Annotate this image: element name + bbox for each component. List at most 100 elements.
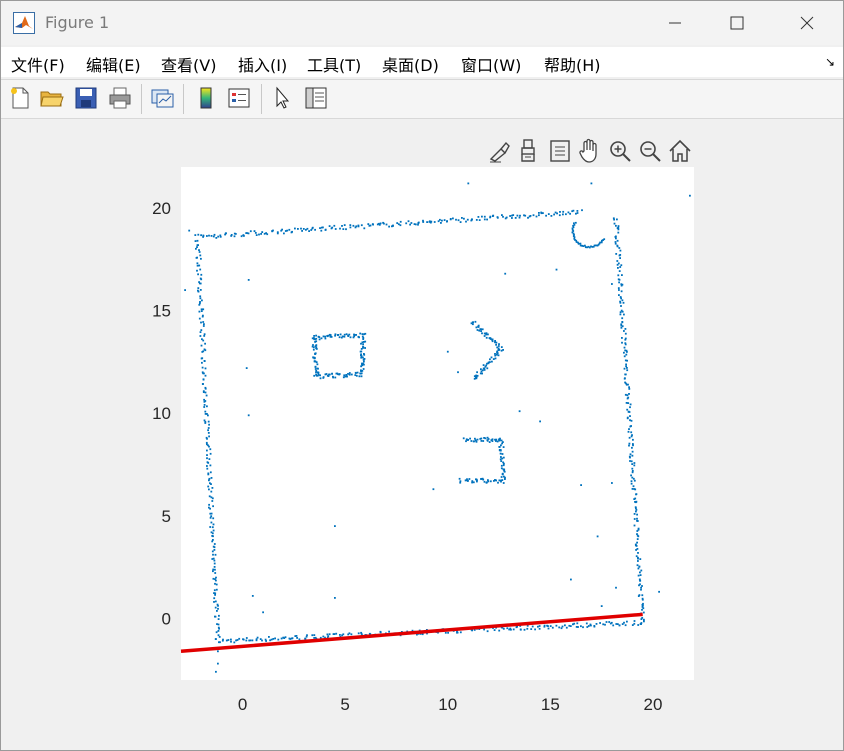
scan-point — [245, 232, 248, 234]
scan-point — [623, 346, 626, 349]
open-file-icon[interactable] — [39, 85, 65, 111]
scan-point — [335, 632, 338, 635]
scan-point — [623, 330, 625, 332]
scan-point — [501, 479, 504, 481]
scan-point — [620, 324, 623, 327]
print-icon[interactable] — [107, 85, 133, 111]
scan-point — [619, 301, 622, 304]
zoom-out-icon[interactable] — [637, 137, 663, 165]
scan-point — [624, 343, 627, 346]
scan-point — [588, 246, 591, 249]
menu-view[interactable]: 查看(V) — [161, 56, 217, 75]
scan-point — [620, 297, 622, 300]
scan-point — [620, 264, 623, 267]
home-icon[interactable] — [667, 137, 693, 165]
axes-background[interactable] — [181, 167, 694, 680]
scan-point — [576, 212, 579, 214]
scan-point — [492, 358, 495, 360]
scan-point — [570, 578, 572, 581]
scan-point — [596, 244, 599, 247]
scan-point — [501, 453, 504, 455]
dock-arrow-icon[interactable]: ↘ — [824, 55, 835, 69]
scan-point — [455, 218, 457, 221]
scan-point — [475, 376, 478, 378]
scan-point — [207, 432, 210, 434]
scan-point — [639, 623, 642, 625]
scan-point — [631, 488, 634, 490]
scan-point — [317, 374, 320, 376]
menu-help[interactable]: 帮助(H) — [544, 56, 601, 75]
menu-desktop[interactable]: 桌面(D) — [382, 56, 439, 75]
menu-window[interactable]: 窗口(W) — [461, 56, 522, 75]
scan-point — [360, 224, 363, 227]
brush-icon[interactable] — [487, 137, 513, 165]
scan-point — [213, 589, 216, 592]
scan-point — [347, 335, 350, 337]
close-button[interactable] — [783, 1, 831, 45]
scan-point — [479, 438, 482, 440]
scan-point — [233, 232, 236, 235]
minimize-button[interactable] — [651, 1, 699, 45]
scan-point — [560, 627, 563, 630]
scan-point — [212, 577, 215, 580]
scan-point — [621, 274, 623, 276]
menu-edit[interactable]: 编辑(E) — [86, 56, 141, 75]
menu-tools[interactable]: 工具(T) — [307, 56, 362, 75]
scan-point — [216, 610, 218, 612]
scan-point — [482, 478, 485, 481]
scan-point — [210, 512, 213, 515]
scan-point — [195, 257, 198, 259]
scan-point — [211, 497, 214, 500]
scan-point — [600, 241, 603, 244]
scan-point — [555, 624, 558, 627]
maximize-button[interactable] — [713, 1, 761, 45]
scan-point — [430, 220, 433, 223]
scan-point — [203, 419, 206, 422]
insert-legend-icon[interactable] — [226, 85, 252, 111]
scan-point — [349, 336, 352, 339]
pan-hand-icon[interactable] — [577, 137, 603, 165]
scan-point — [577, 626, 579, 628]
scan-point — [630, 460, 633, 463]
scan-point — [207, 462, 210, 464]
insert-colorbar-icon[interactable] — [193, 85, 219, 111]
menu-file[interactable]: 文件(F) — [11, 56, 65, 75]
scan-point — [501, 473, 504, 475]
link-plot-icon[interactable] — [149, 85, 175, 111]
save-icon[interactable] — [73, 85, 99, 111]
scan-point — [628, 386, 630, 389]
scan-point — [488, 337, 491, 339]
scan-point — [209, 482, 211, 485]
scan-point — [363, 333, 365, 336]
scan-point — [635, 555, 638, 558]
scan-point — [562, 210, 565, 213]
scan-point — [496, 350, 498, 353]
data-tips-icon[interactable] — [517, 137, 543, 165]
menu-insert[interactable]: 插入(I) — [238, 56, 288, 75]
scan-point — [623, 367, 626, 370]
scan-point — [572, 235, 575, 237]
scan-point — [625, 383, 628, 386]
x-tick-label: 15 — [541, 695, 560, 714]
scan-point — [311, 345, 314, 348]
scan-point — [414, 223, 417, 226]
edit-plot-arrow-icon[interactable] — [269, 85, 295, 111]
scan-point — [499, 479, 502, 482]
zoom-in-icon[interactable] — [607, 137, 633, 165]
scan-point — [624, 342, 627, 345]
scan-point — [203, 360, 206, 362]
restore-view-icon[interactable] — [547, 137, 573, 165]
scan-point — [399, 224, 402, 227]
scan-point — [352, 336, 355, 339]
scan-point — [637, 527, 640, 530]
scan-point — [319, 227, 321, 229]
scan-point — [509, 215, 511, 217]
scan-point — [616, 260, 619, 262]
toolbar-separator — [183, 84, 184, 114]
property-inspector-icon[interactable] — [303, 85, 329, 111]
scan-point — [598, 242, 601, 245]
scan-point — [493, 480, 495, 482]
scan-point — [626, 351, 628, 353]
new-figure-icon[interactable] — [7, 85, 33, 111]
